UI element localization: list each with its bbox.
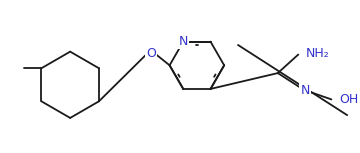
- Text: OH: OH: [339, 93, 359, 106]
- Text: N: N: [179, 35, 188, 48]
- Text: NH₂: NH₂: [306, 47, 330, 60]
- Text: N: N: [300, 84, 310, 97]
- Text: O: O: [146, 47, 156, 60]
